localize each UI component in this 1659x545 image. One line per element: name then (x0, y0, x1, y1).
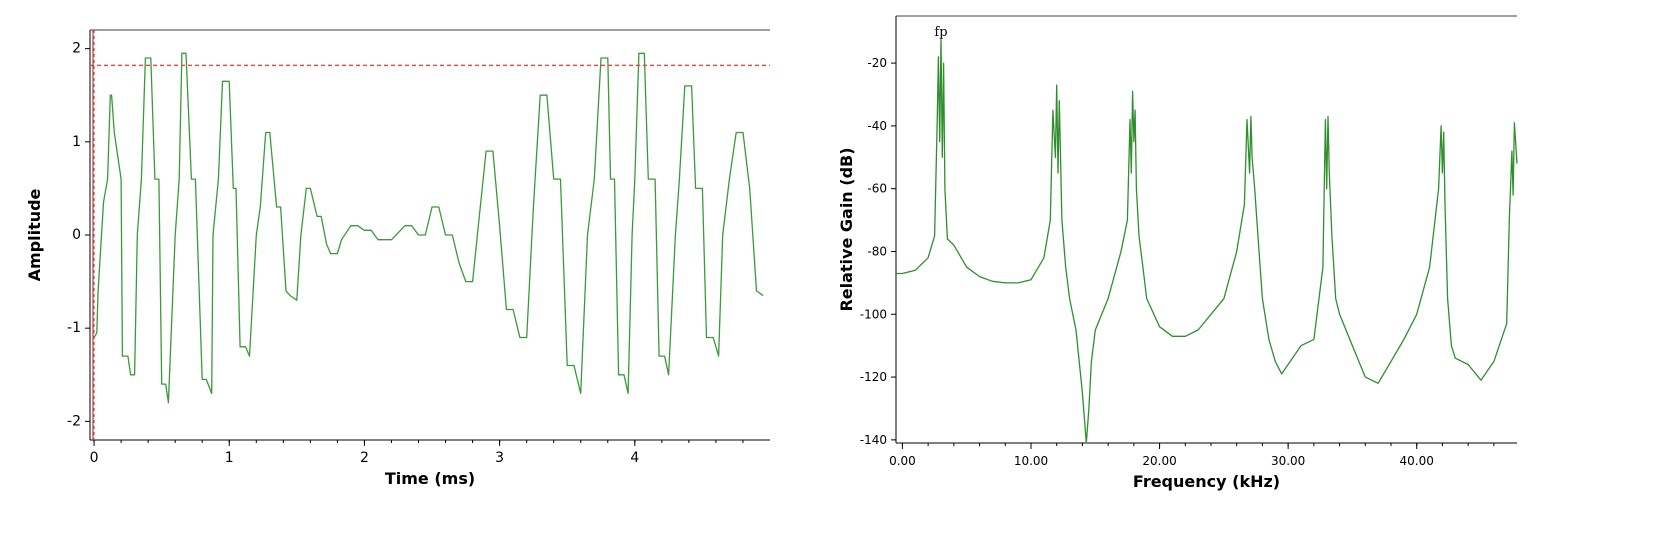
y-tick-label: 0 (72, 227, 81, 243)
y-tick-label: -20 (867, 56, 887, 70)
series-line (896, 37, 1518, 444)
y-tick-label: -2 (67, 413, 81, 429)
x-axis-title: Frequency (kHz) (1133, 472, 1280, 491)
x-tick-label: 4 (630, 450, 639, 466)
x-tick-label: 30.00 (1271, 454, 1305, 468)
y-tick-label: -100 (860, 307, 887, 321)
y-tick-label: -1 (67, 320, 81, 336)
x-tick-label: 10.00 (1014, 454, 1048, 468)
x-tick-label: 2 (360, 450, 369, 466)
y-axis-title: Amplitude (25, 188, 44, 281)
x-tick-label: 1 (225, 450, 234, 466)
series-line (93, 52, 764, 404)
x-tick-label: 3 (495, 450, 504, 466)
y-tick-label: -80 (867, 244, 887, 258)
time-domain-chart: 2 1 0 -1 -2 0 1 2 3 4 Time (ms) Amplitude (25, 29, 770, 488)
x-tick-label: 0 (90, 450, 99, 466)
y-tick-label: 1 (72, 134, 81, 150)
x-tick-label: 40.00 (1400, 454, 1434, 468)
x-tick-label: 0.00 (889, 454, 916, 468)
y-tick-label: -40 (867, 119, 887, 133)
y-tick-label: -60 (867, 182, 887, 196)
y-tick-label: -140 (860, 433, 887, 447)
y-axis-title: Relative Gain (dB) (837, 147, 856, 311)
y-tick-label: -120 (860, 370, 887, 384)
x-axis-title: Time (ms) (385, 469, 475, 488)
y-tick-label: 2 (72, 41, 81, 57)
x-tick-label: 20.00 (1142, 454, 1176, 468)
peak-annotation: fp (934, 25, 947, 40)
